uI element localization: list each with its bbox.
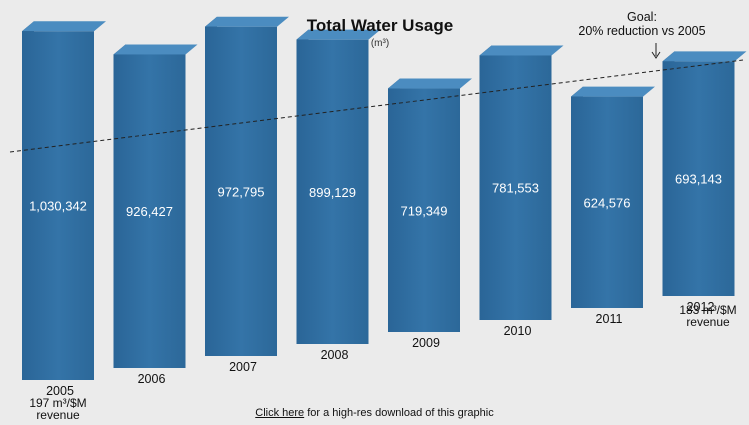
note-end: 183 m³/$M revenue (668, 304, 748, 328)
bars-layer: 1,030,342 2005 926,427 2006 972,795 2007 899,1… (22, 16, 747, 398)
value-label: 693,143 (675, 172, 722, 187)
goal-annotation: Goal: 20% reduction vs 2005 (532, 10, 749, 38)
bar-top (22, 21, 106, 32)
bar-front (571, 96, 643, 309)
category-label: 2008 (321, 348, 349, 362)
category-label: 2010 (504, 324, 532, 338)
bar-top (205, 16, 289, 27)
bar-2009: 719,349 2009 (388, 78, 472, 350)
footer: Click here for a high-res download of th… (0, 407, 749, 419)
goal-annotation-line1: Goal: (627, 10, 657, 24)
bar-front (22, 31, 94, 381)
category-label: 2011 (596, 312, 623, 326)
bar-2010: 781,553 2010 (479, 45, 564, 338)
value-label: 719,349 (401, 203, 448, 218)
bar-2007: 972,795 2007 (205, 16, 289, 374)
note-start-line2: revenue (36, 408, 80, 422)
value-label: 926,427 (126, 204, 173, 219)
bar-front (113, 54, 186, 368)
note-end-line1: 183 m³/$M (679, 303, 737, 317)
value-label: 624,576 (584, 195, 631, 210)
goal-arrow (651, 43, 661, 59)
category-label: 2009 (412, 336, 440, 350)
bar-front (479, 55, 552, 321)
category-label: 2012 (687, 300, 715, 314)
value-label: 781,553 (492, 181, 539, 196)
value-label: 899,129 (309, 185, 356, 200)
category-label: 2007 (229, 360, 257, 374)
category-label: 2005 (46, 384, 74, 398)
note-start: 197 m³/$M revenue (18, 397, 98, 421)
bar-front (205, 26, 277, 356)
bar-top (296, 29, 381, 40)
bar-top (113, 44, 198, 55)
high-res-download-link[interactable]: Click here (255, 407, 305, 419)
bar-front (662, 61, 735, 297)
bar-2011: 624,576 2011 (571, 86, 655, 326)
footer-text: for a high-res download of this graphic (304, 407, 494, 419)
goal-annotation-line2: 20% reduction vs 2005 (578, 24, 706, 38)
note-start-line1: 197 m³/$M (29, 396, 87, 410)
bar-2012: 693,143 2012 (662, 51, 747, 314)
bar-front (296, 39, 369, 345)
bar-2008: 899,129 2008 (296, 29, 381, 362)
value-label: 1,030,342 (29, 199, 87, 214)
bar-top (571, 86, 655, 97)
category-label: 2006 (138, 372, 166, 386)
bar-top (662, 51, 747, 62)
bar-2005: 1,030,342 2005 (22, 21, 106, 398)
value-label: 972,795 (218, 184, 265, 199)
bar-front (388, 88, 460, 332)
chart-subtitle: (m³) (370, 38, 390, 49)
note-end-line2: revenue (686, 315, 730, 329)
bar-top (479, 45, 564, 56)
chart-title: Total Water Usage (306, 16, 454, 35)
bar-top (388, 78, 472, 89)
bar-2006: 926,427 2006 (113, 44, 198, 386)
